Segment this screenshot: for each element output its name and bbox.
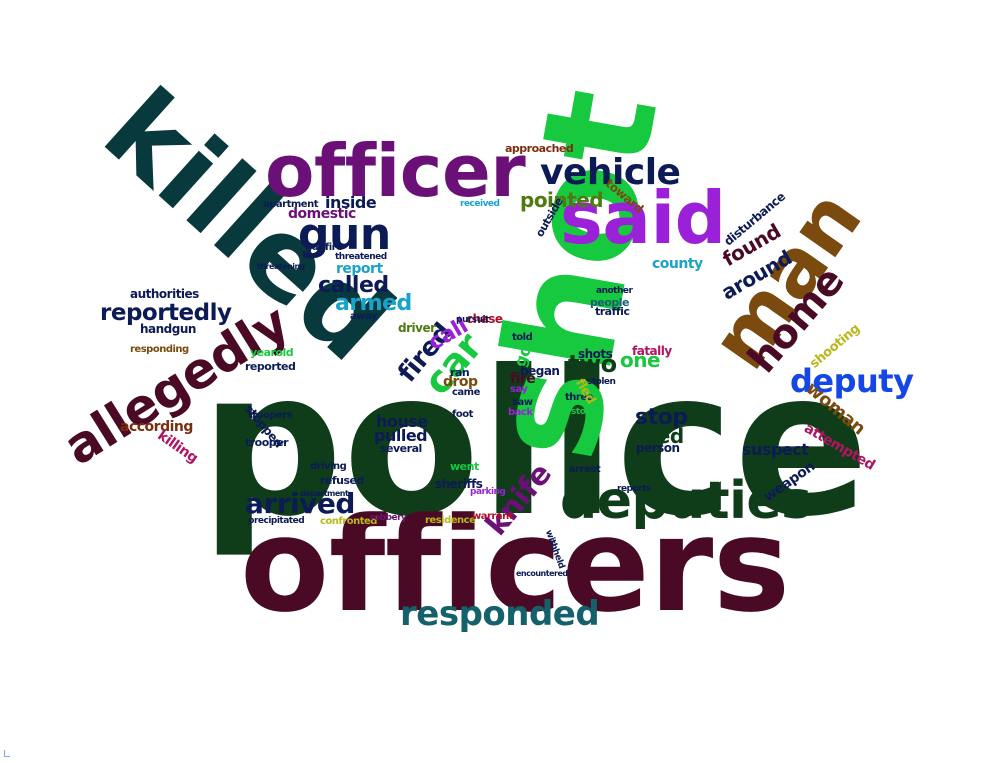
word-several: several bbox=[380, 442, 422, 455]
word-shots: shots bbox=[578, 347, 613, 361]
word-driver: driver bbox=[398, 321, 436, 335]
word-saw: saw bbox=[512, 397, 533, 408]
word-precipitated: precipitated bbox=[248, 516, 305, 526]
word-store: store bbox=[571, 407, 595, 417]
word-responding: responding bbox=[130, 344, 189, 355]
word-tried: tried bbox=[632, 424, 684, 448]
word-foot: foot bbox=[452, 409, 473, 420]
word-suspect: suspect bbox=[742, 440, 809, 459]
word-yearold: yearold bbox=[250, 346, 294, 359]
word-officer: officer bbox=[265, 129, 526, 213]
word-threatening: threatening bbox=[257, 262, 305, 271]
word-refused: refused bbox=[320, 474, 364, 487]
word-armed: armed bbox=[335, 291, 412, 316]
word-stop: stop bbox=[635, 405, 688, 430]
word-gunfire: gunfire bbox=[305, 242, 343, 253]
word-approached: approached bbox=[505, 142, 574, 155]
word-department: department bbox=[300, 489, 349, 498]
word-called: called bbox=[318, 273, 389, 298]
word-reported: reported bbox=[245, 360, 296, 373]
word-received: received bbox=[460, 199, 500, 209]
word-another: another bbox=[596, 286, 633, 296]
corner-mark bbox=[4, 750, 10, 757]
word-arrest: arrest bbox=[569, 464, 601, 475]
word-handgun: handgun bbox=[140, 322, 196, 336]
word-fatally: fatally bbox=[632, 344, 672, 358]
word-two: two bbox=[568, 350, 617, 378]
word-vehicle: vehicle bbox=[540, 152, 681, 193]
word-pointed: pointed bbox=[520, 188, 604, 212]
word-according: according bbox=[120, 419, 193, 435]
word-apartment: apartment bbox=[263, 199, 318, 210]
word-pursuit: pursuit bbox=[456, 315, 489, 325]
word-warrant: warrant bbox=[472, 511, 514, 522]
word-house: house bbox=[376, 412, 428, 431]
word-pulled: pulled bbox=[374, 426, 428, 445]
word-ran: ran bbox=[450, 366, 470, 379]
word-troopers: troopers bbox=[248, 410, 293, 421]
word-person: person bbox=[636, 441, 680, 455]
word-came: came bbox=[452, 387, 480, 398]
word-county: county bbox=[652, 256, 703, 272]
word-said: said bbox=[560, 176, 726, 260]
word-traffic: traffic bbox=[595, 305, 630, 318]
word-drop: drop bbox=[443, 374, 478, 390]
word-threatened: threatened bbox=[335, 252, 387, 262]
word-began: began bbox=[520, 364, 560, 378]
word-officers: officers bbox=[240, 489, 790, 641]
word-reportedly: reportedly bbox=[100, 300, 232, 326]
word-domestic: domestic bbox=[288, 206, 356, 222]
word-say: say bbox=[510, 384, 528, 395]
word-people: people bbox=[590, 296, 630, 309]
word-arrived: arrived bbox=[245, 487, 355, 520]
word-back: back bbox=[508, 407, 533, 418]
word-inside: inside bbox=[325, 193, 377, 212]
word-responded: responded bbox=[400, 594, 600, 634]
word-trooper: trooper bbox=[245, 436, 289, 449]
word-three: three bbox=[565, 392, 593, 403]
word-went: went bbox=[450, 460, 479, 473]
word-deputies: deputies bbox=[560, 471, 812, 531]
word-residence: residence bbox=[425, 515, 476, 526]
word-driving: driving bbox=[310, 461, 347, 472]
word-reports: reports bbox=[617, 484, 651, 494]
word-robbery: robbery bbox=[370, 513, 407, 523]
word-parking: parking bbox=[470, 487, 506, 497]
word-stolen: stolen bbox=[587, 377, 616, 387]
word-encountered: encountered bbox=[516, 569, 568, 578]
word-confronted: confronted bbox=[320, 516, 377, 527]
word-one: one bbox=[620, 348, 661, 372]
word-police: police bbox=[200, 328, 869, 561]
word-told: told bbox=[512, 332, 533, 343]
word-fire: fire bbox=[510, 371, 536, 387]
word-report: report bbox=[336, 261, 383, 277]
word-authorities: authorities bbox=[130, 287, 199, 301]
word-away: away bbox=[350, 311, 377, 322]
word-chase: chase bbox=[466, 312, 503, 326]
word-deputy: deputy bbox=[790, 362, 914, 400]
word-sheriffs: sheriffs bbox=[435, 477, 483, 491]
word-gun: gun bbox=[298, 209, 391, 260]
